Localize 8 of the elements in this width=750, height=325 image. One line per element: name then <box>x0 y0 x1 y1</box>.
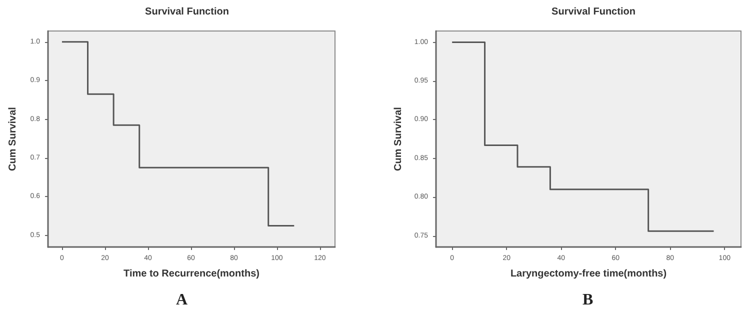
y-axis-title: Cum Survival <box>392 106 404 171</box>
x-axis-title: Laryngectomy-free time(months) <box>510 268 667 280</box>
y-axis-title: Cum Survival <box>8 106 18 171</box>
chart-title: Survival Function <box>552 6 636 18</box>
x-axis-title: Time to Recurrence(months) <box>124 268 260 280</box>
chart-title: Survival Function <box>145 6 229 18</box>
text: B <box>582 292 594 308</box>
text: A <box>176 292 188 308</box>
